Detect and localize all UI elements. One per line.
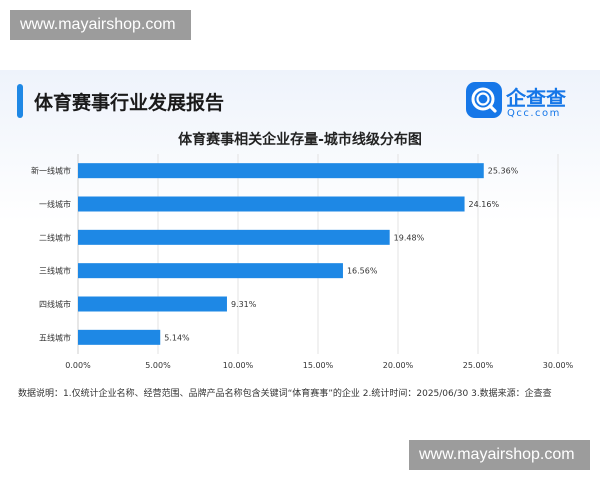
bar-5	[78, 296, 227, 312]
bar-chart: 0.00% 5.00% 10.00% 15.00% 20.00% 25.00% 30.00%…	[31, 154, 574, 370]
category-label: 五线城市	[39, 332, 71, 342]
bar-2	[78, 196, 465, 212]
category-label: 新一线城市	[31, 166, 71, 176]
x-tick-label: 5.00%	[145, 361, 171, 370]
x-tick-label: 10.00%	[223, 361, 254, 370]
title-accent-bar	[17, 84, 23, 118]
x-tick-label: 0.00%	[65, 361, 91, 370]
x-tick-label: 30.00%	[543, 361, 574, 370]
bar-4	[78, 263, 343, 279]
logo-subtitle: Qcc.com	[507, 108, 561, 119]
chart-title: 体育赛事相关企业存量-城市线级分布图	[178, 132, 422, 148]
value-label: 16.56%	[347, 267, 378, 276]
category-label: 二线城市	[39, 232, 71, 242]
value-label: 5.14%	[164, 333, 190, 342]
category-label: 一线城市	[39, 199, 71, 209]
category-label: 四线城市	[39, 299, 71, 309]
value-label: 9.31%	[231, 300, 257, 309]
value-label: 25.36%	[488, 167, 519, 176]
report-card: 体育赛事行业发展报告 企查查 Qcc.com 体育赛事相关企业存量-城市线级分布…	[0, 70, 600, 408]
report-title: 体育赛事行业发展报告	[34, 92, 225, 114]
x-tick-label: 20.00%	[383, 361, 414, 370]
value-label: 24.16%	[469, 200, 500, 209]
category-label: 三线城市	[39, 266, 71, 276]
x-tick-label: 15.00%	[303, 361, 334, 370]
x-tick-label: 25.00%	[463, 361, 494, 370]
logo-name: 企查查	[506, 86, 566, 110]
value-label: 19.48%	[394, 233, 425, 242]
footnote: 数据说明：1.仅统计企业名称、经营范围、品牌产品名称包含关键词“体育赛事”的企业…	[18, 389, 552, 399]
watermark-top: www.mayairshop.com	[10, 10, 191, 40]
qcc-logo-icon	[466, 82, 502, 118]
watermark-bottom: www.mayairshop.com	[409, 440, 590, 470]
bar-6	[78, 329, 161, 345]
bar-3	[78, 229, 390, 245]
bar-1	[78, 163, 484, 179]
